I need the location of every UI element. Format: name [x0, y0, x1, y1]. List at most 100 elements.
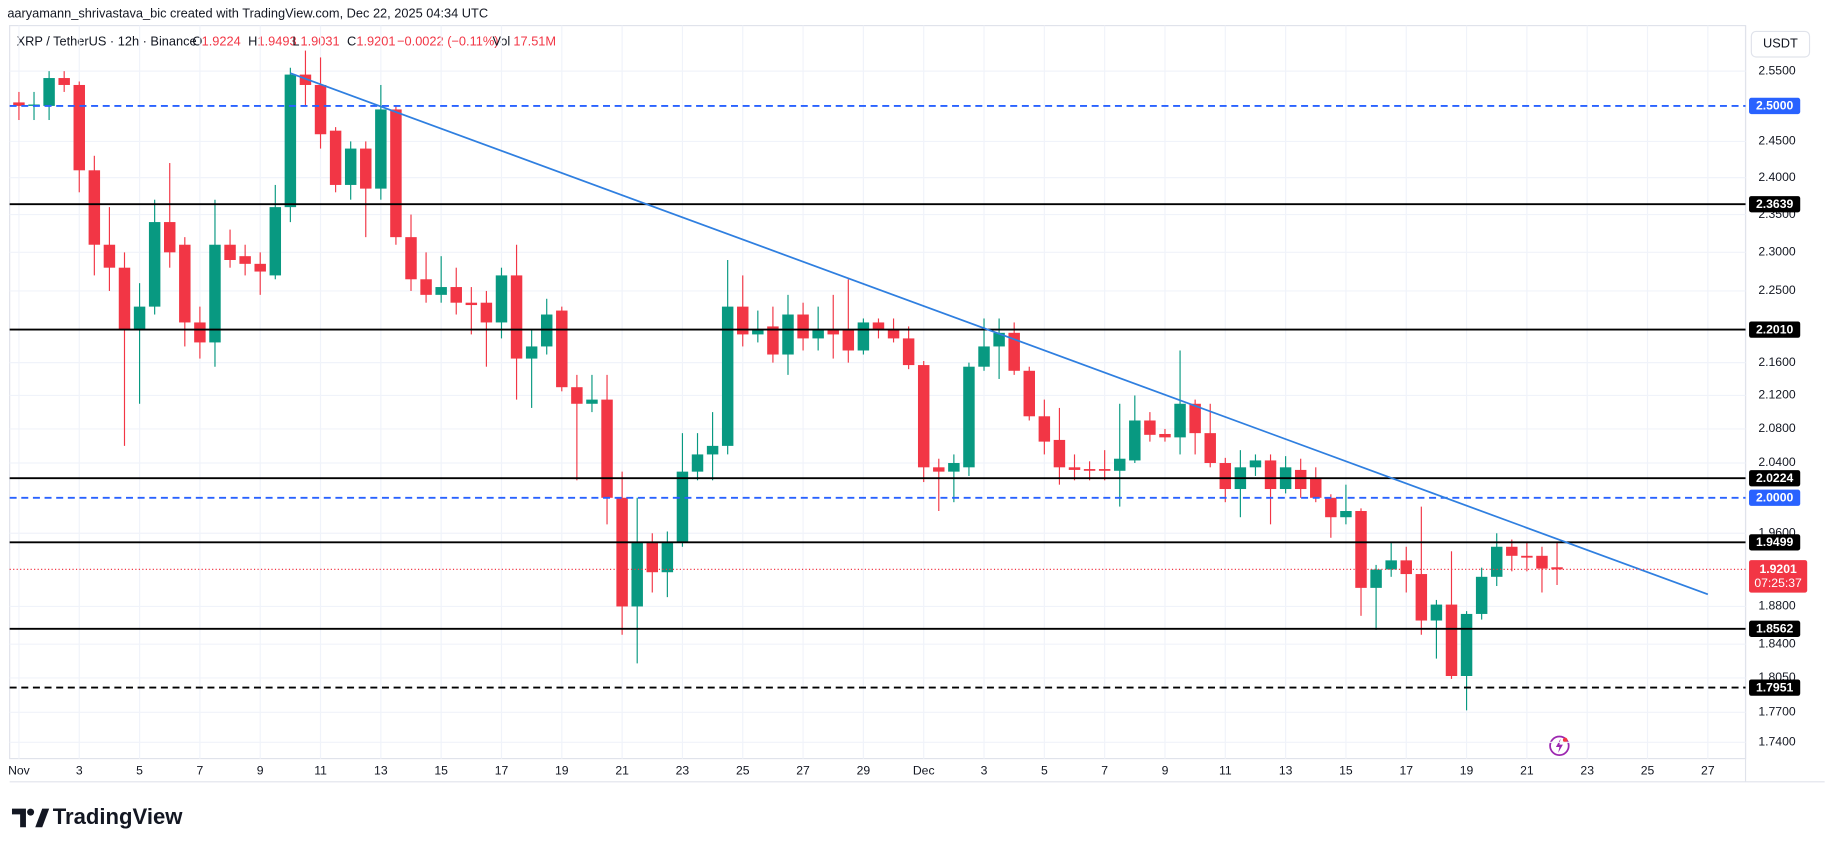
candle-body: [933, 467, 945, 472]
x-tick-label: 23: [676, 764, 690, 778]
candle-body: [1536, 555, 1548, 569]
level-label: 1.9499: [1756, 535, 1794, 549]
candle-body: [993, 332, 1005, 347]
x-tick-label: 25: [1641, 764, 1655, 778]
candle-body: [1490, 546, 1503, 577]
y-tick-label: 2.4500: [1758, 134, 1796, 148]
x-tick-label: 29: [857, 764, 871, 778]
candle-body: [661, 542, 674, 573]
x-tick-label: Nov: [8, 764, 31, 778]
x-tick-label: 19: [555, 764, 569, 778]
candle-body: [782, 314, 794, 355]
x-tick-label: 3: [76, 764, 83, 778]
alert-circle[interactable]: [1549, 735, 1570, 756]
currency[interactable]: USDT: [1763, 36, 1798, 51]
low-label: L: [292, 33, 299, 48]
candle-body: [1400, 560, 1412, 575]
grid: [9, 25, 1746, 759]
candle-body: [1264, 460, 1277, 490]
candle-body: [1430, 604, 1443, 621]
level-label-box: [1749, 321, 1801, 338]
x-tick-label: 9: [257, 764, 264, 778]
alert-bolt[interactable]: [1555, 738, 1563, 753]
symbol: XRP / TetherUS · 12h · Binance: [17, 33, 197, 48]
y-tick-label: 1.7400: [1758, 735, 1796, 749]
x-tick-label: 7: [1101, 764, 1108, 778]
candle-body: [1475, 576, 1488, 614]
candle-body: [1008, 332, 1020, 371]
candle-body: [586, 399, 598, 404]
candle-body: [1249, 460, 1262, 468]
candle-body: [1129, 420, 1141, 461]
trendline: [290, 72, 1709, 596]
open-label: O: [192, 33, 202, 48]
level-label: 2.0000: [1756, 491, 1794, 505]
candle-body: [706, 445, 719, 455]
candle-body: [721, 306, 734, 446]
y-tick-label: 2.0400: [1758, 455, 1796, 469]
x-tick-label: 3: [981, 764, 988, 778]
x-tick-label: 15: [1339, 764, 1353, 778]
level-label: 2.3639: [1756, 197, 1794, 211]
level-label: 1.8562: [1756, 622, 1794, 636]
volume-value: 17.51M: [513, 33, 556, 48]
candle-body: [812, 330, 824, 339]
candle-body: [1385, 560, 1397, 570]
last-price-label: 1.9201: [1759, 562, 1797, 576]
candle-body: [978, 346, 990, 367]
candle-body: [224, 244, 236, 261]
alert-dot[interactable]: [1562, 737, 1568, 743]
candle-body: [88, 170, 101, 245]
alert-icon[interactable]: [1549, 735, 1570, 756]
candle-body: [1325, 497, 1337, 518]
candle-body: [344, 148, 357, 185]
candle-body: [1204, 433, 1216, 464]
x-tick-label: 17: [1399, 764, 1413, 778]
candle-body: [842, 330, 855, 351]
candle-body: [1551, 567, 1563, 570]
candle-body: [465, 302, 478, 306]
candle-body: [1068, 467, 1081, 470]
y-tick-label: 2.2500: [1758, 283, 1796, 297]
candle-body: [194, 322, 206, 343]
candle-body: [827, 330, 839, 335]
candle-body: [179, 244, 191, 323]
y-tick-label: 2.5500: [1758, 63, 1796, 77]
candle-body: [601, 399, 613, 498]
candle-body: [1445, 604, 1458, 677]
x-tick-label: 7: [196, 764, 203, 778]
candle-body: [164, 222, 176, 253]
candle-body: [691, 454, 704, 472]
logo-mark: [11, 808, 26, 828]
y-tick-label: 2.4000: [1758, 170, 1796, 184]
currency-button[interactable]: [1750, 30, 1811, 58]
x-tick-label: 5: [1041, 764, 1048, 778]
candle-body: [103, 244, 116, 268]
candle-body: [556, 310, 568, 388]
level-label-box: [1749, 620, 1801, 637]
candle-body: [435, 287, 447, 295]
level-label-box: [1749, 534, 1801, 551]
x-tick-label: 17: [495, 764, 509, 778]
candle-body: [420, 279, 432, 295]
candle-body: [1294, 469, 1307, 490]
y-tick-label: 2.1600: [1758, 355, 1796, 369]
high-value: 1.9493: [257, 33, 296, 48]
candle-body: [254, 263, 266, 272]
candle-body: [299, 74, 312, 85]
candle-body: [58, 78, 70, 85]
x-tick-label: 9: [1162, 764, 1169, 778]
author-line: aaryamann_shrivastava_bic created with T…: [7, 5, 488, 20]
level-label-box: [1749, 470, 1801, 487]
candle-body: [360, 148, 372, 189]
x-tick-label: 21: [1520, 764, 1534, 778]
high-label: H: [248, 33, 257, 48]
candle-body: [269, 207, 282, 276]
candle-body: [1159, 433, 1171, 438]
x-tick-label: 19: [1460, 764, 1474, 778]
candle-body: [737, 306, 749, 335]
candle-body: [390, 109, 402, 238]
x-tick-label: 25: [736, 764, 750, 778]
x-tick-label: 21: [615, 764, 629, 778]
